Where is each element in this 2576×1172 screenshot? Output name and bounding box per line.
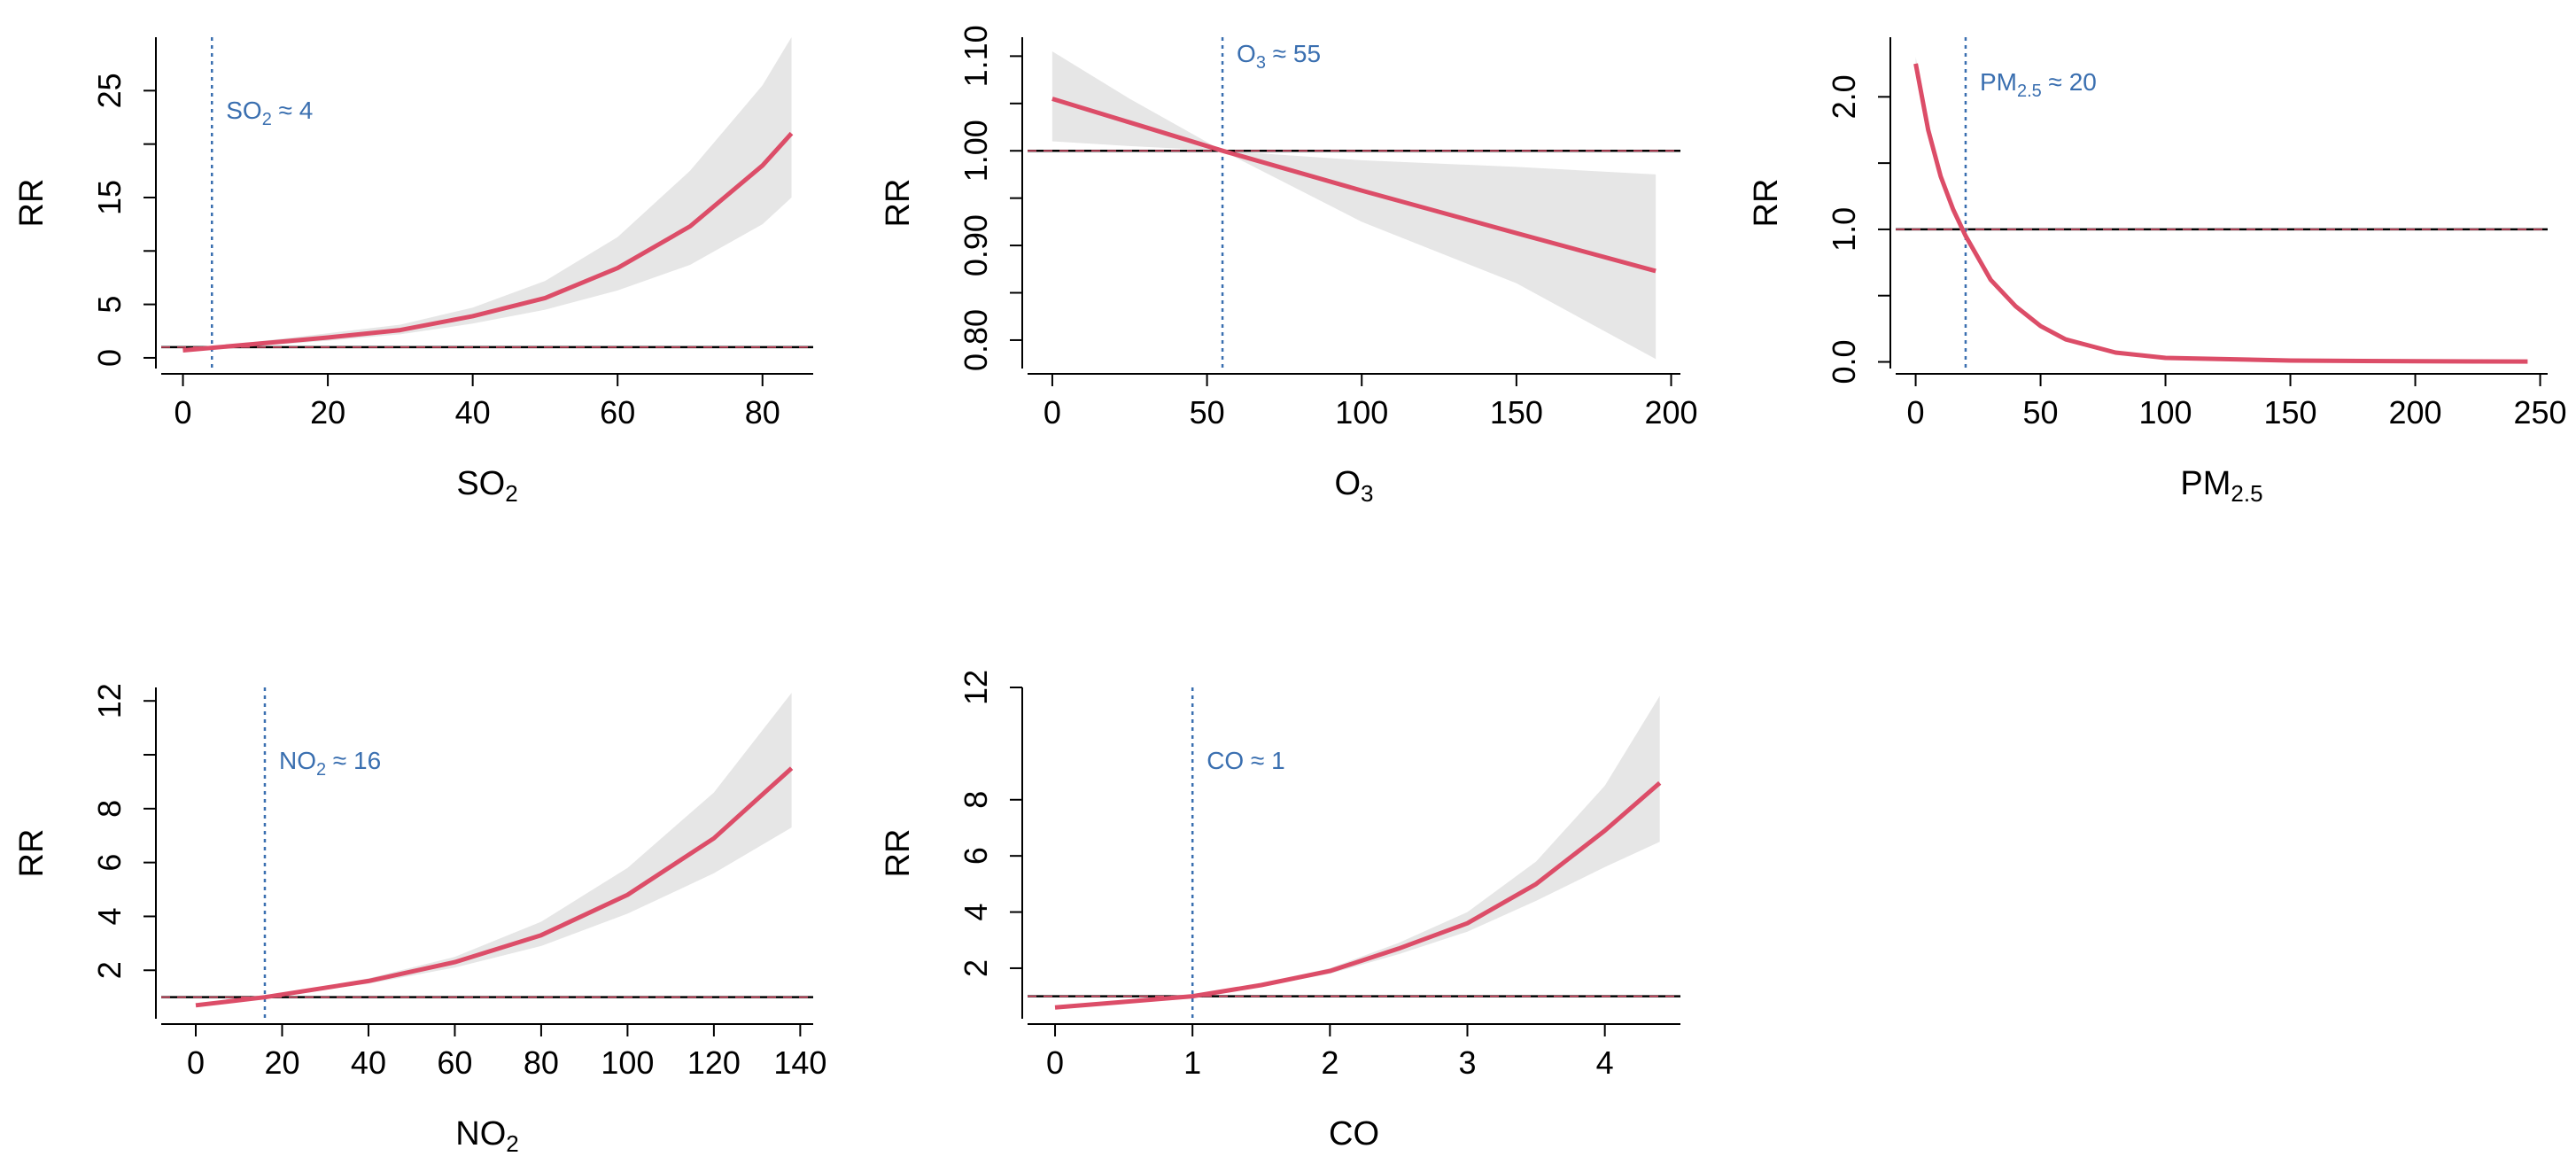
y-tick-label: 12	[958, 670, 994, 705]
y-tick-label: 0.90	[958, 214, 994, 276]
x-tick-label: 3	[1458, 1044, 1476, 1081]
x-axis-title: SO2	[456, 465, 517, 507]
x-tick-label: 20	[264, 1044, 299, 1081]
y-tick-label: 4	[958, 904, 994, 921]
x-tick-label: 0	[175, 394, 192, 431]
x-tick-label: 40	[455, 394, 491, 431]
y-tick-label: 1.00	[958, 120, 994, 182]
x-tick-label: 0	[1907, 394, 1925, 431]
x-tick-label: 50	[2023, 394, 2059, 431]
x-tick-label: 140	[773, 1044, 826, 1081]
y-tick-label: 4	[91, 907, 128, 925]
x-axis-title: O3	[1334, 465, 1373, 507]
rr-curve	[1913, 63, 2528, 364]
x-tick-label: 80	[745, 394, 780, 431]
y-tick-label: 12	[91, 683, 128, 718]
x-tick-label: 0	[1044, 394, 1061, 431]
x-axis-title: CO	[1329, 1115, 1379, 1153]
rr-curve	[1051, 97, 1657, 274]
threshold-annotation: O3 ≈ 55	[1237, 40, 1321, 73]
y-tick-label: 1.0	[1826, 207, 1862, 252]
y-tick-label: 0	[91, 349, 128, 367]
threshold-annotation: PM2.5 ≈ 20	[1980, 68, 2097, 101]
y-axis-title: RR	[880, 179, 917, 228]
y-tick-label: 6	[91, 854, 128, 872]
x-tick-label: 0	[187, 1044, 205, 1081]
y-axis-title: RR	[13, 829, 50, 878]
x-tick-label: 2	[1321, 1044, 1338, 1081]
x-tick-label: 40	[351, 1044, 386, 1081]
x-axis: 0 20 40 60 80 100 120 140	[161, 1023, 826, 1081]
y-tick-label: 6	[958, 847, 994, 865]
panel-pm25: PM2.5 ≈ 20 0 50 100 150 200 250 0.0 1.0 2.0 PM2.5 R…	[1748, 37, 2567, 507]
rr-curve	[182, 131, 794, 353]
confidence-band	[196, 693, 792, 1007]
y-axis-title: RR	[1748, 179, 1785, 228]
confidence-band	[182, 37, 792, 352]
y-tick-label: 8	[91, 800, 128, 818]
y-axis: 2 4 6 8 12	[91, 683, 157, 1019]
y-tick-label: 0.0	[1826, 339, 1862, 384]
y-axis: 0.80 0.90 1.00 1.10	[958, 25, 1023, 371]
x-axis: 0 50 100 150 200 250	[1896, 373, 2567, 431]
panel-o3: O3 ≈ 55 0 50 100 150 200 0.80 0.90 1.00 1.10 O3 RR	[880, 25, 1698, 507]
x-tick-label: 250	[2514, 394, 2567, 431]
panel-so2: SO2 ≈ 4 0 20 40 60 80 0 5 15 25 SO2 RR	[13, 37, 813, 507]
rr-curve	[1054, 780, 1662, 1010]
x-tick-label: 60	[437, 1044, 472, 1081]
y-tick-label: 25	[91, 73, 128, 108]
x-tick-label: 0	[1046, 1044, 1064, 1081]
threshold-annotation: NO2 ≈ 16	[279, 747, 381, 780]
y-tick-label: 15	[91, 180, 128, 215]
threshold-annotation: CO ≈ 1	[1207, 747, 1285, 774]
confidence-band	[1915, 57, 2528, 362]
x-tick-label: 4	[1596, 1044, 1614, 1081]
y-tick-label: 2.0	[1826, 74, 1862, 119]
x-axis: 0 1 2 3 4	[1028, 1023, 1680, 1081]
x-axis-title: PM2.5	[2180, 465, 2262, 507]
y-axis: 0.0 1.0 2.0	[1826, 37, 1891, 384]
x-tick-label: 20	[310, 394, 345, 431]
y-axis: 2 4 6 8 12	[958, 670, 1023, 1019]
x-tick-label: 150	[1490, 394, 1543, 431]
x-tick-label: 200	[1644, 394, 1697, 431]
rr-curve	[195, 766, 794, 1008]
x-axis: 0 50 100 150 200	[1028, 373, 1698, 431]
y-axis-title: RR	[880, 829, 917, 878]
x-tick-label: 200	[2389, 394, 2442, 431]
y-tick-label: 0.80	[958, 309, 994, 371]
y-tick-label: 5	[91, 296, 128, 314]
x-axis: 0 20 40 60 80	[161, 373, 813, 431]
x-tick-label: 100	[601, 1044, 654, 1081]
x-tick-label: 50	[1190, 394, 1225, 431]
x-tick-label: 120	[687, 1044, 741, 1081]
threshold-annotation: SO2 ≈ 4	[226, 97, 313, 129]
y-tick-label: 1.10	[958, 25, 994, 87]
x-axis-title: NO2	[455, 1115, 518, 1157]
y-axis: 0 5 15 25	[91, 37, 157, 369]
y-tick-label: 2	[91, 961, 128, 979]
x-tick-label: 100	[2139, 394, 2192, 431]
y-tick-label: 2	[958, 959, 994, 977]
panel-no2: NO2 ≈ 16 0 20 40 60 80 100 120 140 2 4 6 8 12 NO2 RR	[13, 683, 826, 1157]
x-tick-label: 60	[600, 394, 635, 431]
y-axis-title: RR	[13, 179, 50, 228]
y-tick-label: 8	[958, 791, 994, 809]
x-tick-label: 100	[1335, 394, 1388, 431]
x-tick-label: 80	[524, 1044, 559, 1081]
x-tick-label: 1	[1183, 1044, 1201, 1081]
x-tick-label: 150	[2264, 394, 2317, 431]
confidence-band	[1051, 51, 1657, 360]
